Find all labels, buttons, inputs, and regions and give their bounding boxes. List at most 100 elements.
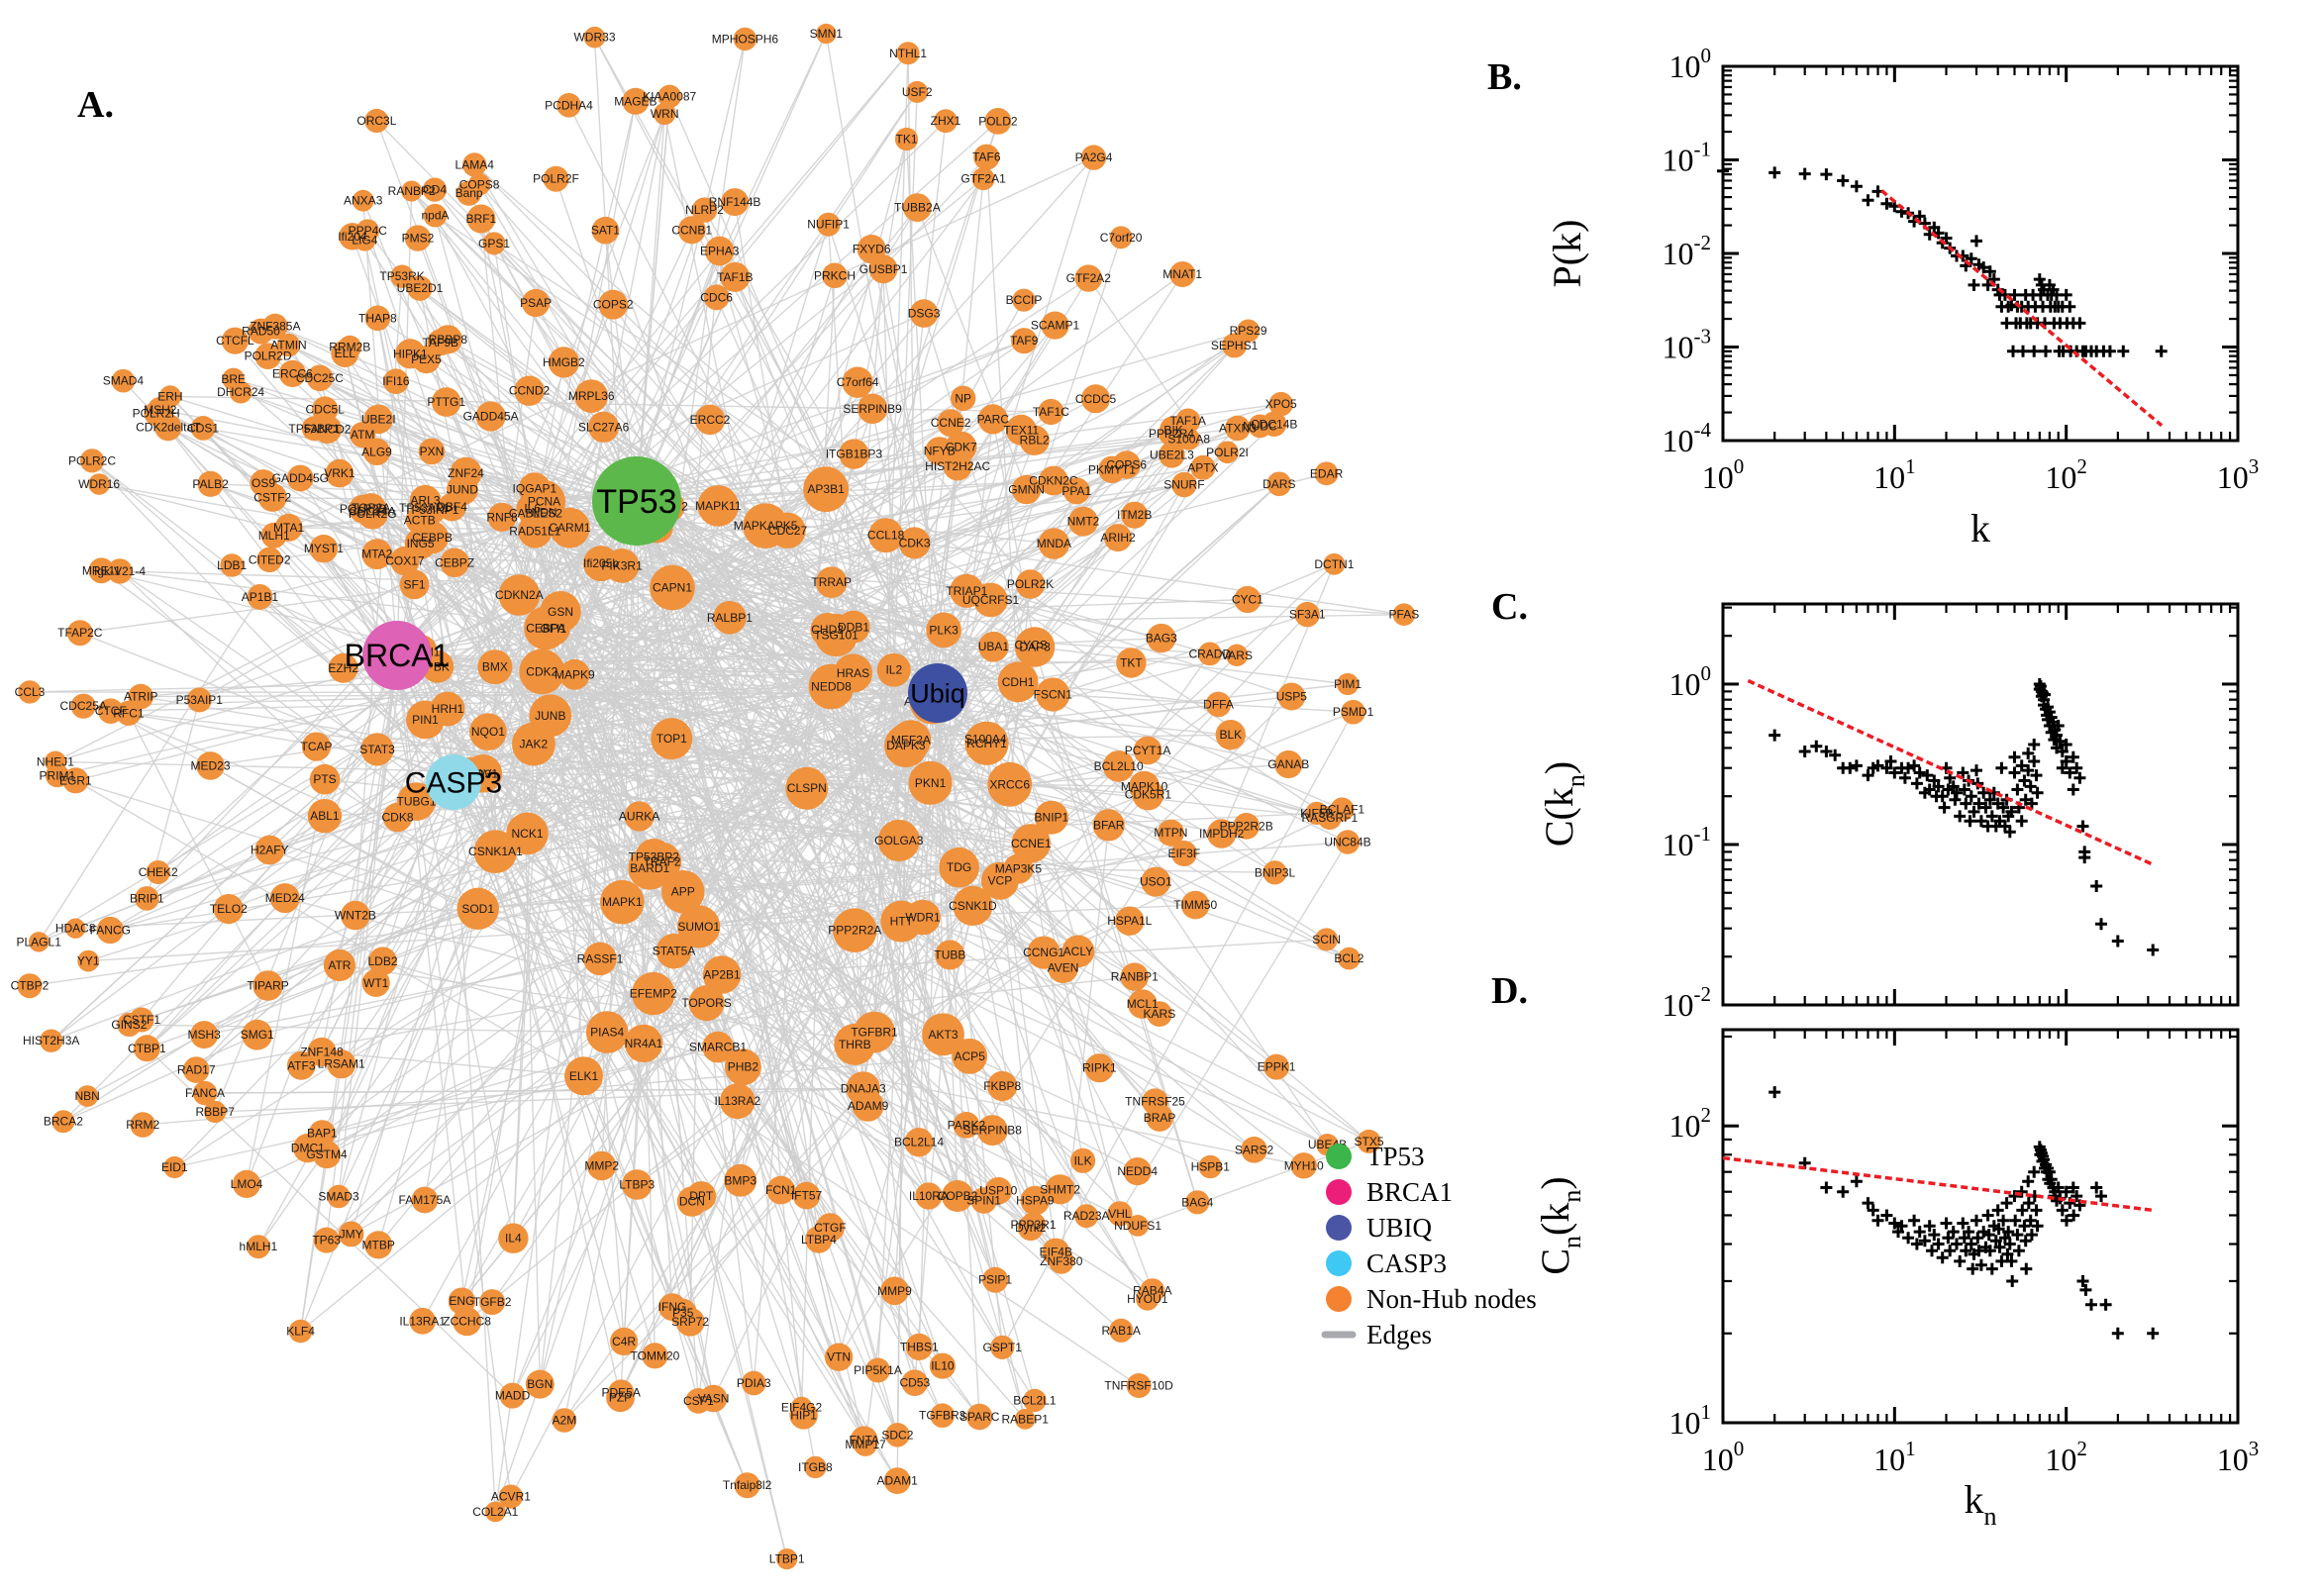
node-label: BGN — [527, 1377, 553, 1391]
data-point — [2030, 1204, 2043, 1217]
node-label: MNDA — [1037, 537, 1071, 550]
network-node — [98, 698, 124, 724]
node-label: TRIAP1 — [946, 584, 987, 598]
node-label: CYC1 — [1232, 593, 1263, 607]
network-node — [650, 564, 695, 611]
network-node — [588, 411, 620, 443]
data-point — [2085, 1298, 2097, 1311]
node-label: Banp — [455, 186, 483, 200]
node-label: Igk-V21-4 — [94, 564, 146, 578]
node-label: SCIN — [1312, 933, 1341, 947]
data-point — [2045, 1173, 2058, 1186]
data-point — [2022, 764, 2035, 777]
network-edge — [550, 543, 1055, 717]
network-edge — [697, 1066, 745, 1401]
data-point — [1910, 777, 1923, 790]
node-label: RNF144B — [709, 195, 761, 209]
network-node — [1123, 1157, 1152, 1186]
node-label: SOD1 — [461, 902, 494, 916]
network-node — [196, 751, 225, 780]
node-label: MAPK10 — [1121, 779, 1168, 793]
data-point — [2008, 766, 2021, 779]
network-node — [250, 469, 277, 497]
node-label: CTCF — [95, 704, 127, 718]
y-tick-label: 101 — [1669, 1400, 1712, 1441]
network-edge — [862, 1087, 1139, 1227]
network-node — [686, 1181, 717, 1212]
node-label: KIAA0087 — [643, 89, 696, 103]
data-point — [1977, 261, 1990, 274]
network-node — [1129, 770, 1161, 802]
data-point — [1970, 764, 1982, 777]
network-edge — [533, 743, 1149, 796]
network-node — [352, 189, 374, 212]
data-point — [1768, 1086, 1781, 1099]
network-node — [361, 968, 390, 997]
data-point — [2025, 797, 2038, 810]
network-node — [327, 1184, 351, 1209]
network-node — [1039, 465, 1068, 496]
node-label: IL13RA1 — [399, 1314, 446, 1328]
network-edge — [482, 772, 601, 959]
node-label: NMT2 — [1067, 515, 1100, 529]
node-label: MEF2A — [891, 734, 931, 748]
network-node — [952, 1038, 988, 1074]
panel-d-label: D. — [1491, 970, 1528, 1012]
network-edge — [416, 800, 674, 952]
node-label: CDC5L — [306, 403, 346, 417]
network-node — [107, 558, 133, 584]
network-edge — [526, 833, 831, 1229]
network-edge — [937, 453, 1172, 694]
data-point — [1981, 1209, 1994, 1222]
node-label: A2M — [553, 1414, 577, 1428]
node-label: PIK3R1 — [601, 558, 643, 572]
node-label: Dyrk2 — [1015, 1221, 1047, 1235]
node-label: UBE2L3 — [1150, 448, 1194, 461]
network-node — [1147, 623, 1176, 653]
data-point — [1997, 801, 2010, 814]
node-label: MED24 — [265, 891, 305, 905]
y-axis-label: P(k) — [1545, 220, 1589, 288]
y-tick-label: 100 — [1669, 661, 1712, 702]
x-tick-label: 101 — [1873, 1437, 1916, 1477]
network-node — [903, 193, 932, 223]
network-node — [404, 225, 432, 251]
network-edge — [620, 692, 939, 1393]
data-point — [1957, 1217, 1970, 1230]
node-label: IFI16 — [382, 374, 410, 388]
data-point — [2006, 1275, 2019, 1287]
network-edge — [682, 681, 1019, 1314]
network-node — [1338, 947, 1361, 970]
node-label: BCL2L1 — [1013, 1393, 1057, 1407]
network-node — [890, 720, 932, 760]
network-edge — [341, 587, 673, 1065]
data-point — [2068, 1209, 2080, 1222]
network-node — [550, 507, 590, 549]
network-node — [338, 1221, 364, 1247]
data-point — [1972, 1245, 1985, 1257]
node-label: TOPORS — [681, 996, 731, 1010]
node-label: MTA1 — [273, 521, 304, 535]
node-label: LTBP3 — [619, 1178, 655, 1192]
network-edge — [937, 430, 1022, 694]
node-label: SMAD4 — [103, 374, 145, 388]
node-label: TP53AP1 — [399, 501, 451, 515]
data-point — [1820, 746, 1833, 757]
network-edge — [435, 215, 1331, 819]
network-node — [628, 847, 671, 890]
node-label: CCDC5 — [1075, 392, 1117, 406]
network-edge — [601, 500, 638, 1166]
network-edge — [477, 866, 960, 910]
data-point — [1963, 1226, 1975, 1239]
network-node — [1233, 813, 1261, 840]
node-label: MNAT1 — [1162, 267, 1202, 281]
node-label: NUDC — [1243, 419, 1277, 433]
node-label: ACP5 — [955, 1049, 986, 1063]
node-label: ORC3L — [356, 114, 396, 128]
node-label: C7orf64 — [837, 375, 879, 389]
network-node — [702, 1031, 734, 1063]
node-label: KLF4 — [286, 1325, 315, 1339]
node-label: LIG4 — [352, 234, 377, 248]
node-label: BRCA2 — [44, 1115, 83, 1129]
network-node — [677, 216, 706, 245]
